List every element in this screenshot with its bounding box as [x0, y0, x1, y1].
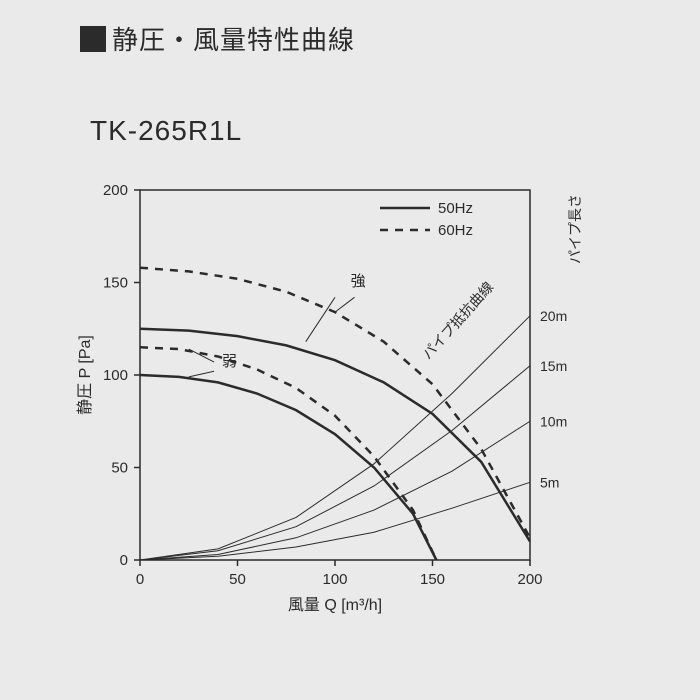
- title-text: 静圧・風量特性曲線: [112, 20, 355, 57]
- pipe-length-tick: 10m: [540, 413, 567, 429]
- pipe-length-tick: 15m: [540, 358, 567, 374]
- legend-label-50hz: 50Hz: [438, 200, 473, 217]
- y-tick-label: 150: [103, 275, 128, 292]
- pipe-20m: [140, 316, 530, 560]
- weak-50hz: [140, 375, 436, 560]
- fan-curve-chart: 0 50 100 150 200 0 50 100 150 200 風量 Q [m³/h] 静圧 P …: [70, 180, 630, 640]
- y-tick-label: 0: [120, 552, 128, 569]
- x-tick-label: 0: [136, 571, 144, 588]
- label-pipe-resistance: パイプ抵抗曲線: [419, 279, 496, 363]
- legend-label-60hz: 60Hz: [438, 222, 473, 239]
- y-tick-label: 200: [103, 182, 128, 199]
- model-number: TK-265R1L: [90, 115, 242, 147]
- x-axis-label: 風量 Q [m³/h]: [288, 597, 382, 614]
- y-axis-label: 静圧 P [Pa]: [76, 335, 94, 415]
- label-strong: 強: [351, 273, 366, 290]
- title-bullet: [80, 26, 106, 52]
- x-tick-label: 100: [322, 571, 347, 588]
- y-tick-label: 50: [111, 460, 128, 477]
- x-tick-label: 150: [420, 571, 445, 588]
- x-tick-label: 50: [229, 571, 246, 588]
- pipe-length-tick: 5m: [540, 474, 559, 490]
- x-tick-label: 200: [517, 571, 542, 588]
- pipe-length-tick: 20m: [540, 308, 567, 324]
- pipe-5m: [140, 482, 530, 560]
- y-tick-label: 100: [103, 367, 128, 384]
- weak-60hz: [140, 347, 436, 560]
- label-weak: 弱: [222, 353, 237, 370]
- section-title: 静圧・風量特性曲線: [80, 20, 355, 57]
- pipe-15m: [140, 366, 530, 560]
- label-pipe-length: パイプ長さ: [567, 194, 583, 264]
